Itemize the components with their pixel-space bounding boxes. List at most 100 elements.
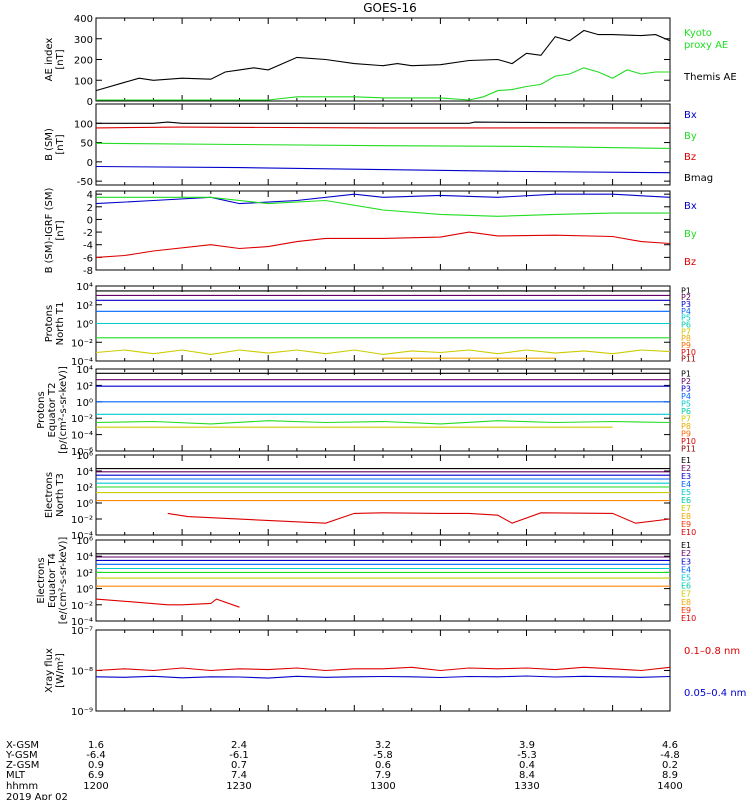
series-line-bz	[95, 126, 670, 129]
ytick-label: 10⁻²	[71, 515, 93, 526]
ylabel-bsm: [nT]	[55, 134, 66, 154]
ytick-label: 200	[74, 56, 93, 67]
ytick-label: 10⁻⁹	[71, 707, 93, 718]
ylabel-protons_t2: Protons	[36, 391, 47, 428]
footer-cell: 4.6	[662, 740, 678, 751]
footer-cell: 8.9	[662, 770, 678, 781]
panel-frame-electrons_t4	[95, 539, 671, 622]
ytick-label: 10⁰	[76, 499, 93, 510]
legend-entry: P2	[681, 377, 691, 386]
legend-entry: E7	[681, 504, 691, 513]
ytick-label: 10²	[76, 568, 93, 579]
ytick-label: 10⁻²	[71, 601, 93, 612]
legend-entry: E2	[681, 464, 691, 473]
series-line-bz	[95, 231, 671, 258]
legend-entry: P9	[681, 341, 691, 350]
legend-entry: E4	[681, 480, 691, 489]
legend-entry: P8	[681, 422, 691, 431]
ytick-label: 2	[87, 203, 93, 214]
footer-cell: -6.4	[86, 750, 106, 761]
page-title: GOES-16	[363, 1, 417, 15]
legend-entry: E10	[681, 614, 696, 623]
legend-entry: 0.1–0.8 nm	[684, 646, 740, 657]
legend-entry: Themis AE	[683, 72, 737, 83]
footer-cell: 1300	[370, 781, 395, 792]
ylabel-digrf: [nT]	[55, 220, 66, 240]
footer-cell: -6.1	[229, 750, 249, 761]
legend-entry: P4	[681, 392, 691, 401]
series-line-e9	[167, 512, 671, 524]
ytick-label: 10²	[76, 483, 93, 494]
footer-cell: 8.4	[519, 770, 535, 781]
footer-cell: 1230	[226, 781, 251, 792]
legend-entry: Bz	[684, 152, 696, 163]
footer-cell: 3.9	[519, 740, 535, 751]
ylabel-protons_t2: [p/(cm²-s-sr-keV)]	[58, 366, 69, 454]
footer-cell: 7.4	[231, 770, 247, 781]
footer-cell: -4.8	[660, 750, 680, 761]
ytick-label: 10⁻⁴	[71, 531, 93, 542]
series-line-0-05-0-4-nm	[95, 675, 671, 679]
series-line-0-1-0-8-nm	[95, 666, 671, 672]
ytick-label: 10⁻⁴	[71, 617, 93, 628]
ytick-label: -2	[83, 228, 93, 239]
legend-entry: P7	[681, 414, 691, 423]
legend-entry: P7	[681, 327, 691, 336]
panel-frame-digrf	[95, 190, 671, 271]
ylabel-electrons_t4: Electrons	[36, 557, 47, 603]
ytick-label: 4	[87, 190, 93, 201]
legend-entry: E6	[681, 496, 691, 505]
legend-entry: P9	[681, 429, 691, 438]
ytick-label: 10⁶	[76, 536, 93, 547]
legend-entry: E8	[681, 598, 691, 607]
ytick-label: 10²	[76, 381, 93, 392]
ylabel-protons_t2: Equator T2	[47, 383, 58, 438]
footer-cell: -5.3	[517, 750, 537, 761]
ytick-label: 10⁴	[76, 282, 93, 293]
ytick-label: 0	[87, 215, 93, 226]
legend-entry: P6	[681, 407, 691, 416]
footer-cell: 7.9	[375, 770, 391, 781]
legend-entry: 0.05–0.4 nm	[684, 688, 746, 699]
ytick-label: 10⁰	[76, 320, 93, 331]
ytick-label: 400	[74, 14, 93, 25]
ylabel-electrons_t3: North T3	[55, 473, 66, 517]
footer-cell: 0.2	[662, 760, 678, 771]
legend-entry: Bmag	[684, 173, 713, 184]
ytick-label: 10⁰	[76, 398, 93, 409]
ylabel-ae: [nT]	[55, 49, 66, 69]
ytick-label: 10⁰	[76, 585, 93, 596]
series-line-p6	[95, 420, 671, 425]
ytick-label: 10⁴	[76, 467, 93, 478]
legend-entry: P1	[681, 370, 691, 379]
ytick-label: 10²	[76, 301, 93, 312]
panel-frame-electrons_t3	[95, 454, 671, 536]
ytick-label: 50	[80, 139, 93, 150]
ylabel-electrons_t4: [e/(cm²-s-sr-keV)]	[58, 537, 69, 625]
legend-entry: E3	[681, 557, 691, 566]
ytick-label: 10⁻²	[71, 338, 93, 349]
ytick-label: 100	[74, 119, 93, 130]
series-line-e9	[95, 598, 240, 608]
footer-row-label: Z-GSM	[6, 760, 39, 771]
legend-entry: P3	[681, 385, 691, 394]
ylabel-protons_t1: North T1	[55, 302, 66, 346]
ytick-label: 0	[87, 97, 93, 108]
ytick-label: 10⁻²	[71, 414, 93, 425]
legend-entry: By	[684, 131, 697, 142]
series-line-p7	[95, 349, 671, 355]
ytick-label: 10⁻⁸	[71, 667, 93, 678]
legend-entry: P3	[681, 300, 691, 309]
footer-cell: 0.7	[231, 760, 247, 771]
legend-entry: E10	[681, 528, 696, 537]
panel-frame-xray	[95, 629, 671, 712]
ytick-label: 10⁻⁴	[71, 357, 93, 368]
footer-row-label: hhmm	[6, 781, 38, 792]
footer-cell: 1200	[83, 781, 108, 792]
legend-entry: P5	[681, 400, 691, 409]
ytick-label: -4	[83, 241, 93, 252]
legend-entry: E7	[681, 590, 691, 599]
legend-entry: E5	[681, 573, 691, 582]
